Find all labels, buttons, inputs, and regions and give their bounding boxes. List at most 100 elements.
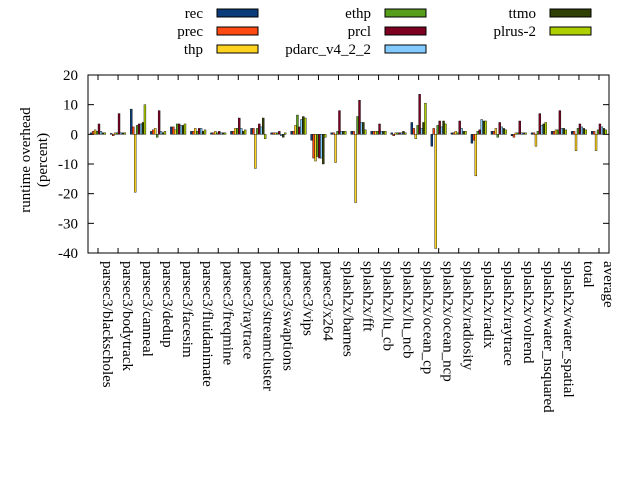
legend-label: prcl (348, 24, 371, 40)
bar-rec (290, 131, 293, 135)
bar-prcl (478, 129, 481, 135)
bar-prec (472, 134, 476, 141)
bar-ethp (416, 125, 419, 135)
y-axis-label: runtime overhead(percent) (18, 107, 51, 213)
bar-ethp (536, 131, 540, 135)
bar-prcl (558, 110, 562, 135)
bar-ttmo (342, 131, 345, 135)
x-tick-label: parsec3/vips (299, 261, 315, 336)
bar-ethp (135, 125, 139, 135)
x-tick-label: parsec3/blackscholes (99, 261, 115, 388)
bar-ethp (476, 131, 479, 135)
bar-rec (590, 131, 594, 135)
bar-ethp (356, 116, 359, 135)
bar-thp (174, 129, 177, 135)
bar-pdarc_v4_2_2 (159, 131, 163, 135)
bar-plrus-2 (564, 129, 567, 135)
bar-prec (312, 134, 315, 159)
bars (90, 94, 607, 249)
legend-label: ethp (345, 6, 371, 22)
bar-prcl (518, 120, 521, 135)
bar-ethp (436, 125, 439, 135)
bar-ethp (496, 134, 499, 138)
bar-pdarc_v4_2_2 (280, 134, 283, 137)
bar-thp (414, 134, 417, 139)
bar-plrus-2 (584, 129, 587, 135)
bar-ethp (216, 132, 219, 135)
bar-plrus-2 (223, 132, 227, 135)
bar-ethp (296, 114, 299, 135)
bar-ethp (256, 128, 259, 135)
bar-plrus-2 (324, 134, 327, 138)
x-tick-label: splash2x/ocean_ncp (440, 261, 456, 382)
bar-thp (214, 131, 217, 135)
bar-plrus-2 (404, 132, 407, 135)
bar-prec (272, 132, 275, 135)
bar-ttmo (322, 134, 325, 165)
bar-rec (330, 132, 333, 135)
bar-thp (514, 132, 518, 135)
bar-pdarc_v4_2_2 (320, 134, 323, 159)
bar-ttmo (221, 132, 225, 135)
bar-prec (532, 132, 536, 135)
bar-prec (572, 131, 576, 135)
bar-thp (374, 131, 377, 135)
bar-ethp (596, 129, 600, 135)
bar-rec (430, 134, 434, 147)
legend-label: pdarc_v4_2_2 (285, 42, 371, 58)
y-tick-label: -10 (58, 157, 78, 173)
bar-plrus-2 (123, 132, 127, 135)
bar-plrus-2 (384, 131, 387, 135)
bar-thp (154, 128, 157, 135)
bar-pdarc_v4_2_2 (460, 128, 463, 135)
bar-pdarc_v4_2_2 (199, 128, 203, 135)
bar-pdarc_v4_2_2 (440, 126, 443, 135)
bar-prcl (578, 123, 582, 135)
bar-prec (132, 126, 135, 135)
bar-ethp (516, 132, 520, 135)
bar-prcl (318, 134, 321, 159)
bar-pdarc_v4_2_2 (520, 132, 523, 135)
x-tick-label: parsec3/raytrace (239, 261, 255, 360)
bar-pdarc_v4_2_2 (260, 126, 263, 135)
bar-thp (574, 134, 578, 151)
bar-rec (130, 108, 133, 135)
bar-ttmo (442, 120, 445, 135)
bar-plrus-2 (163, 131, 167, 135)
bar-thp (274, 132, 277, 135)
bar-thp (594, 134, 598, 151)
bar-rec (250, 128, 253, 135)
x-tick-label: splash2x/radix (480, 261, 496, 349)
bar-prcl (177, 123, 181, 135)
bar-prcl (418, 94, 421, 135)
bar-ttmo (302, 116, 305, 135)
x-tick-label: parsec3/x264 (319, 261, 335, 341)
bar-thp (494, 128, 498, 135)
bar-plrus-2 (284, 132, 287, 135)
bar-ttmo (282, 134, 285, 138)
bar-prcl (278, 131, 281, 135)
legend-label: thp (184, 42, 203, 58)
bar-prec (432, 128, 435, 135)
legend-swatch (549, 8, 592, 18)
bar-prcl (498, 122, 501, 135)
bar-thp (334, 134, 337, 163)
bar-plrus-2 (243, 129, 247, 135)
bar-plrus-2 (304, 117, 307, 135)
bar-ttmo (502, 128, 505, 135)
legend: rec prec thp ethp prcl pdarc_v4_2_2 ttmo plrus-… (177, 6, 592, 58)
bar-rec (470, 134, 474, 144)
bar-prec (292, 131, 295, 135)
x-tick-label: total (580, 261, 596, 288)
bar-plrus-2 (484, 120, 487, 135)
bar-thp (294, 125, 297, 135)
bar-pdarc_v4_2_2 (300, 119, 303, 135)
bar-rec (270, 132, 273, 135)
bar-prec (232, 131, 235, 135)
bar-pdarc_v4_2_2 (540, 125, 543, 135)
x-tick-label: splash2x/water_nsquared (540, 261, 556, 413)
x-tick-label: splash2x/volrend (520, 261, 536, 364)
x-tick-label: parsec3/dedup (159, 261, 175, 348)
bar-pdarc_v4_2_2 (119, 132, 123, 135)
bar-prec (112, 134, 115, 137)
